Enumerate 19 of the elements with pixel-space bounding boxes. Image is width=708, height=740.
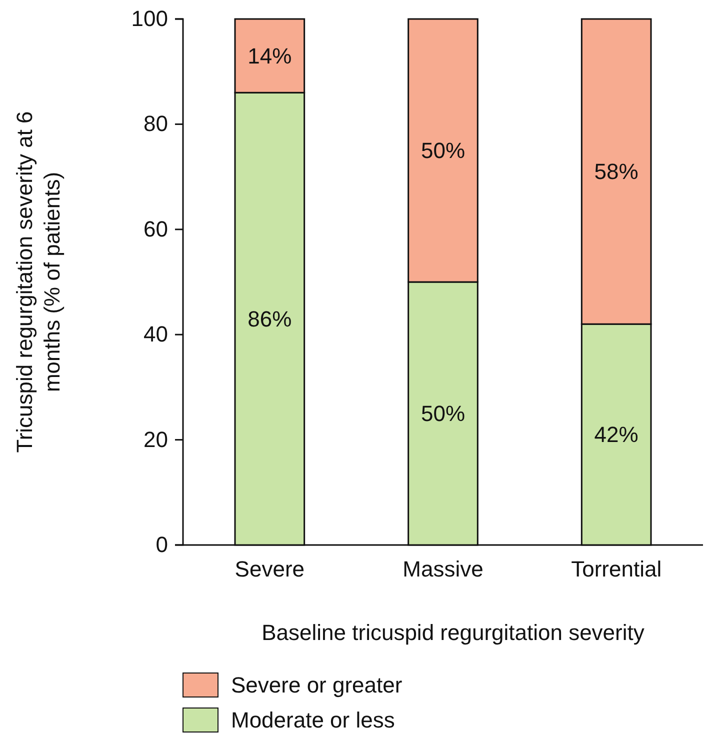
data-label: 58% bbox=[594, 159, 638, 184]
y-tick-label: 0 bbox=[156, 532, 168, 558]
x-axis-title: Baseline tricuspid regurgitation severity bbox=[262, 620, 644, 645]
data-label: 42% bbox=[594, 422, 638, 448]
y-tick-label: 80 bbox=[144, 111, 168, 136]
data-label: 50% bbox=[420, 401, 466, 426]
data-label: 14% bbox=[248, 43, 292, 68]
x-tick-label: Torrential bbox=[571, 556, 662, 582]
y-axis-title: Tricuspid regurgitation severity at 6 months (% of patients) bbox=[12, 111, 64, 453]
x-tick-label: Severe bbox=[234, 556, 305, 582]
legend-label: Moderate or less bbox=[231, 708, 395, 732]
data-label: 50% bbox=[420, 138, 466, 163]
y-tick-label: 20 bbox=[144, 426, 168, 452]
data-label: 86% bbox=[248, 306, 292, 332]
y-tick-label: 40 bbox=[144, 322, 168, 347]
legend-label: Severe or greater bbox=[231, 672, 402, 698]
y-tick-label: 60 bbox=[144, 216, 168, 242]
y-tick-label: 100 bbox=[131, 6, 168, 32]
x-tick-label: Massive bbox=[402, 556, 484, 582]
